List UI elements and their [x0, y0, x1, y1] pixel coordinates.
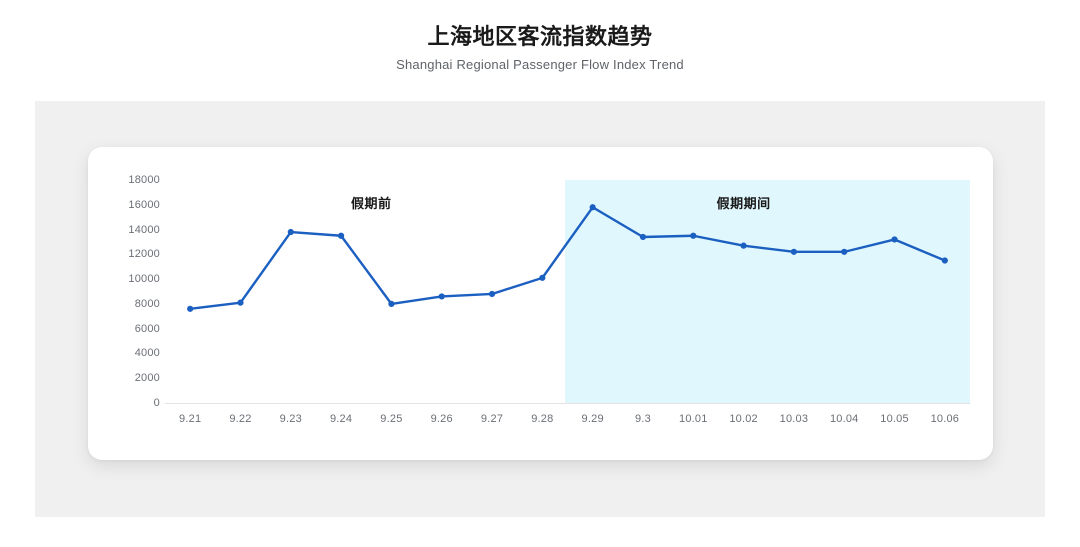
x-axis-tick-label: 9.3 — [635, 413, 651, 425]
page-subtitle: Shanghai Regional Passenger Flow Index T… — [396, 57, 684, 73]
data-point-marker[interactable] — [639, 233, 647, 241]
chart-annotation-label: 假期前 — [351, 196, 392, 212]
y-axis-tick-label: 12000 — [128, 248, 160, 261]
series-markers — [187, 204, 948, 312]
y-axis-tick-label: 18000 — [128, 174, 160, 186]
data-point-marker[interactable] — [337, 232, 345, 239]
chart-header: 上海地区客流指数趋势 Shanghai Regional Passenger F… — [0, 0, 1080, 72]
x-axis-tick-label: 10.04 — [829, 413, 859, 425]
series-layer — [187, 204, 948, 312]
series-line-path — [188, 206, 947, 311]
y-axis-tick-label: 6000 — [134, 322, 160, 335]
y-axis-tick-label: 2000 — [134, 372, 160, 385]
data-point-marker[interactable] — [488, 290, 496, 298]
x-axis-labels: 9.21 9.22 9.23 9.24 9.25 9.26 9.27 9.28 9.29 9.3 1… — [88, 413, 993, 435]
data-point-marker[interactable] — [790, 248, 798, 255]
x-axis-line — [165, 403, 970, 404]
x-axis-tick-label: 9.29 — [581, 413, 604, 425]
y-axis-tick-label: 0 — [153, 397, 160, 409]
holiday-shaded-region — [565, 180, 970, 403]
x-axis-tick-label: 10.05 — [880, 413, 909, 425]
data-point-marker[interactable] — [388, 300, 395, 307]
data-point-marker[interactable] — [237, 299, 244, 306]
data-point-marker[interactable] — [438, 293, 445, 300]
x-axis-tick-label: 10.02 — [729, 413, 758, 425]
data-point-marker[interactable] — [539, 274, 546, 281]
chart-panel: 0 2000 4000 6000 8000 10000 12000 14000 16000 180… — [35, 101, 1045, 517]
y-axis-tick-label: 16000 — [128, 198, 160, 211]
line-chart: 0 2000 4000 6000 8000 10000 12000 14000 16000 180… — [88, 147, 993, 460]
data-point-marker[interactable] — [287, 228, 294, 236]
data-point-marker[interactable] — [740, 242, 747, 249]
x-axis-tick-label: 10.01 — [679, 413, 708, 425]
y-axis-tick-label: 8000 — [134, 297, 160, 310]
y-axis-tick-label: 4000 — [134, 347, 160, 360]
x-axis-tick-label: 9.26 — [430, 413, 453, 425]
y-axis-labels: 0 2000 4000 6000 8000 10000 12000 14000 16000 180… — [88, 147, 160, 460]
data-point-marker[interactable] — [941, 257, 948, 264]
y-axis-tick-label: 10000 — [128, 273, 160, 286]
x-axis-tick-label: 10.03 — [779, 413, 809, 425]
x-axis-tick-label: 9.21 — [179, 413, 202, 425]
data-point-marker[interactable] — [841, 248, 848, 255]
x-axis-tick-label: 9.27 — [480, 413, 504, 425]
x-axis-tick-label: 9.24 — [329, 413, 353, 425]
x-axis-tick-label: 9.23 — [279, 413, 302, 425]
y-axis-tick-label: 14000 — [128, 223, 160, 236]
x-axis-tick-label: 9.25 — [380, 413, 403, 425]
data-point-marker[interactable] — [690, 232, 697, 239]
x-axis-tick-label: 10.06 — [930, 413, 960, 425]
page-title: 上海地区客流指数趋势 — [427, 24, 653, 49]
data-point-marker[interactable] — [891, 236, 898, 243]
data-point-marker[interactable] — [589, 204, 596, 211]
data-point-marker[interactable] — [187, 305, 194, 312]
chart-card: 0 2000 4000 6000 8000 10000 12000 14000 16000 180… — [88, 147, 993, 460]
chart-annotation-label: 假期期间 — [716, 196, 771, 212]
x-axis-tick-label: 9.28 — [531, 413, 554, 425]
x-axis-tick-label: 9.22 — [229, 413, 252, 425]
